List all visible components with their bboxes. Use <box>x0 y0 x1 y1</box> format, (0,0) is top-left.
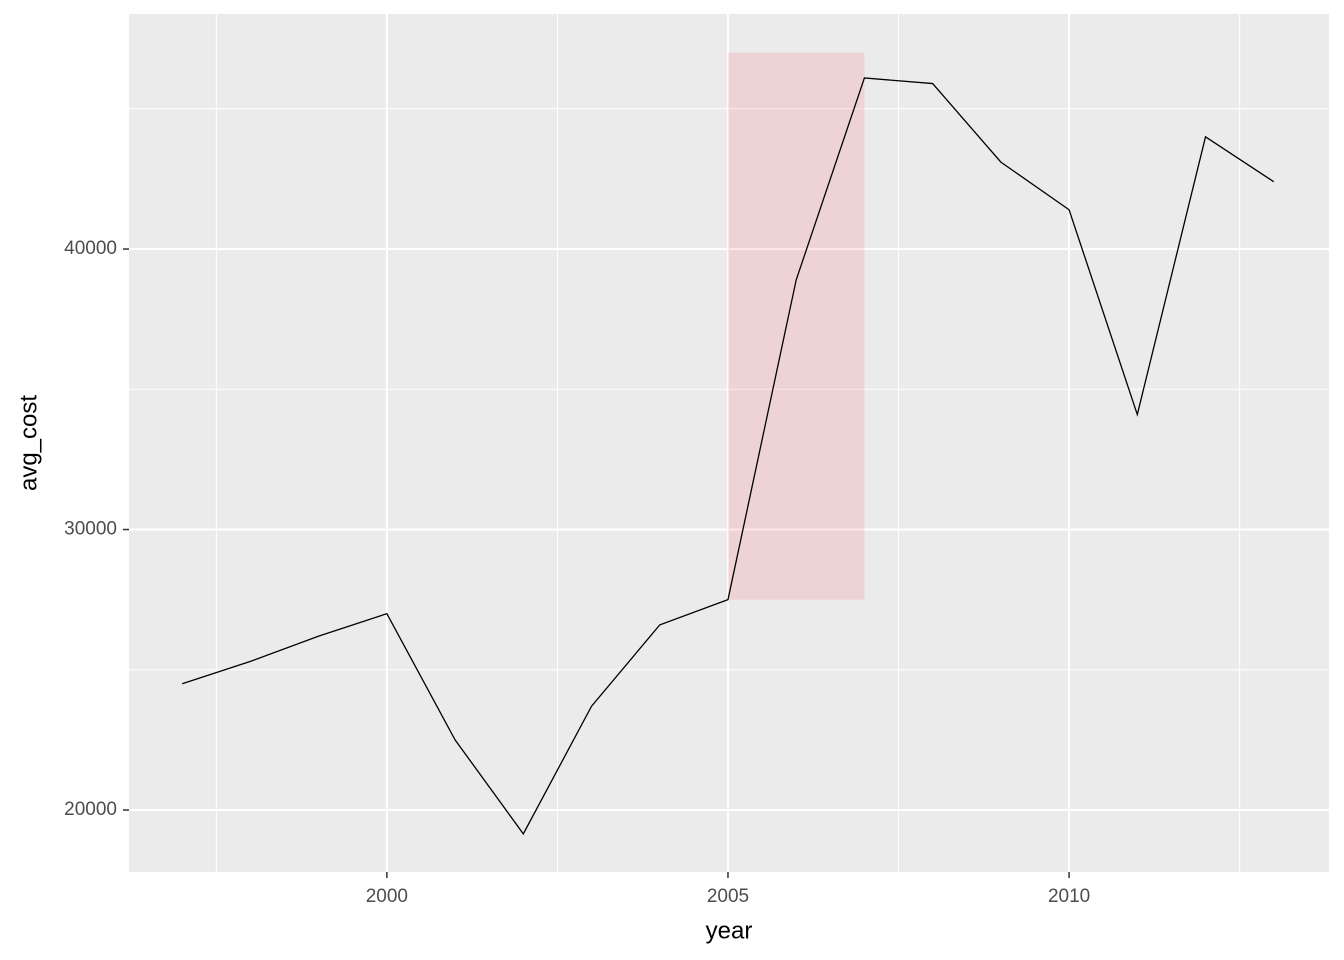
x-tick-label: 2005 <box>707 886 749 907</box>
x-tick-label: 2010 <box>1048 886 1090 907</box>
y-tick-label: 40000 <box>64 238 117 259</box>
y-tick-label: 20000 <box>64 799 117 820</box>
y-axis-title: avg_cost <box>15 395 42 491</box>
x-axis-title: year <box>706 917 753 944</box>
highlight-region <box>727 52 865 600</box>
plot-panel <box>129 14 1329 872</box>
plot-layer <box>129 14 1329 872</box>
y-tick-label: 30000 <box>64 519 117 540</box>
data-line <box>182 77 1275 836</box>
x-tick-label: 2000 <box>366 886 408 907</box>
